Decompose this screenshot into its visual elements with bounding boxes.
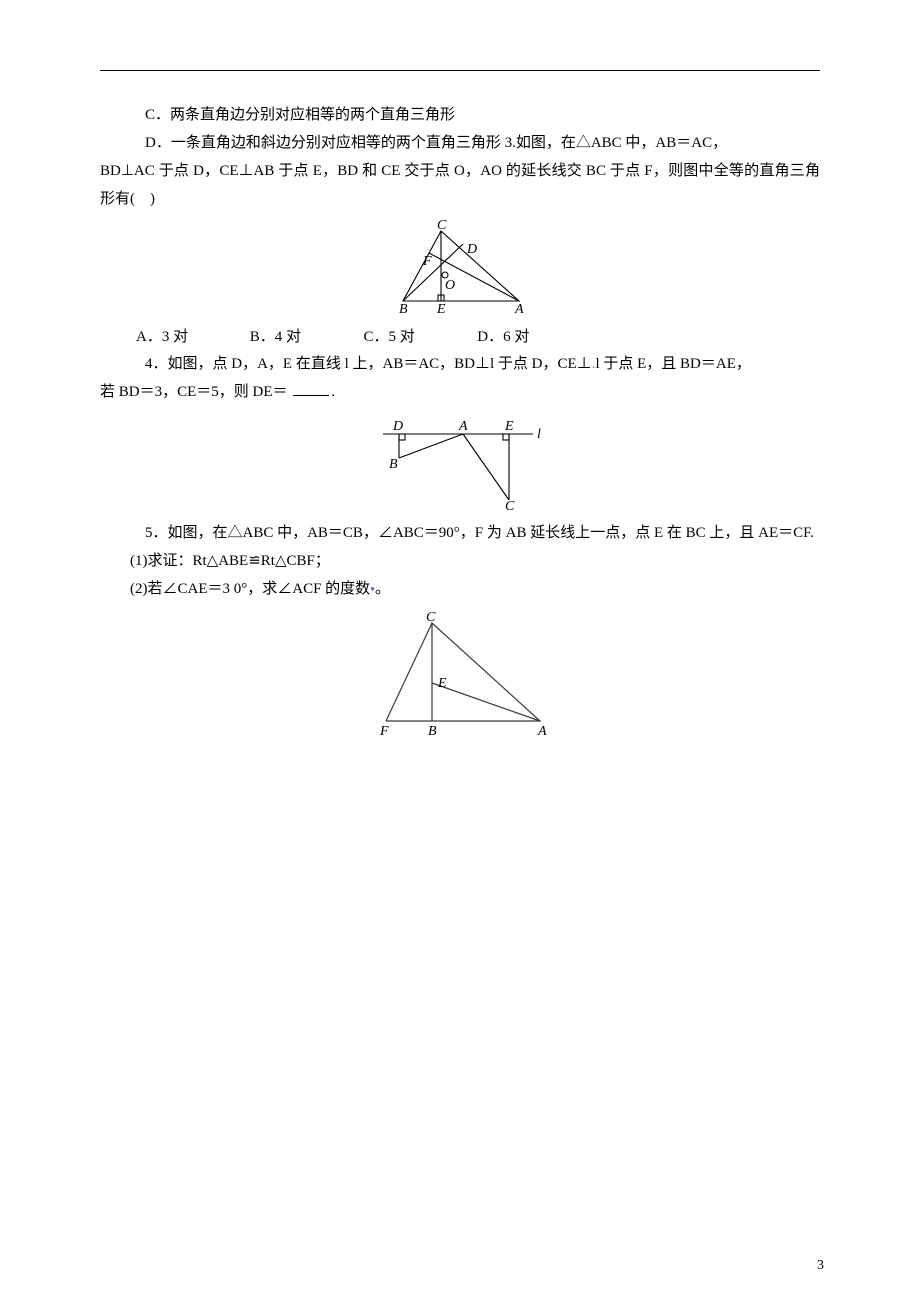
q2-option-d-text: D．一条直角边和斜边分别对应相等的两个直角三角形 (145, 135, 501, 151)
q5-part1: (1)求证：Rt△ABE≌Rt△CBF； (100, 547, 820, 575)
q4-stem-line2: 若 BD＝3，CE＝5，则 DE＝ . (100, 378, 820, 406)
q3-figure: B E A F O D C (100, 219, 820, 322)
q5-label-e: E (437, 676, 447, 691)
q4-blank (293, 381, 329, 396)
label-d: D (466, 242, 477, 257)
q3-stem-seg2: BD⊥AC 于点 D，CE⊥AB 于点 E，BD 和 CE 交于点 O，AO 的… (100, 157, 820, 213)
header-rule (100, 70, 820, 71)
q4-tail: . (331, 384, 335, 400)
label-e: E (436, 302, 446, 317)
q5-label-a: A (537, 724, 547, 739)
q3-opt-d: D．6 对 (477, 324, 587, 350)
q4-label-e: E (504, 419, 514, 434)
label-c: C (437, 219, 447, 233)
q3-options: A．3 对 B．4 对 C．5 对 D．6 对 (100, 324, 820, 350)
label-a: A (514, 302, 524, 317)
q5-part2-text: (2)若∠CAE＝3 0°，求∠ACF 的度数 (130, 581, 370, 597)
q4-label-d: D (392, 419, 403, 434)
q5-figure: C E F B A (100, 609, 820, 744)
q4-stem-seg2: l 于点 E，且 BD＝AE， (595, 356, 750, 372)
page-container: C．两条直角边分别对应相等的两个直角三角形 D．一条直角边和斜边分别对应相等的两… (0, 0, 920, 1302)
q2-option-c: C．两条直角边分别对应相等的两个直角三角形 (100, 101, 820, 129)
label-o: O (445, 278, 455, 293)
q2-option-d-and-q3-stem: D．一条直角边和斜边分别对应相等的两个直角三角形 3.如图，在△ABC 中，AB… (100, 129, 820, 157)
q4-label-a: A (458, 419, 468, 434)
q5-stem: 5．如图，在△ABC 中，AB＝CB，∠ABC＝90°，F 为 AB 延长线上一… (100, 519, 820, 547)
q4-stem-seg3: 若 BD＝3，CE＝5，则 DE＝ (100, 384, 288, 400)
q5-label-b: B (428, 724, 437, 739)
q3-opt-b: B．4 对 (250, 324, 360, 350)
q4-label-c: C (505, 499, 515, 512)
q4-label-b: B (389, 457, 398, 472)
label-b: B (399, 302, 408, 317)
q4-figure: D A E l B C (100, 412, 820, 517)
label-f: F (422, 254, 432, 269)
q5-label-f: F (379, 724, 389, 739)
q3-stem-seg1: 3.如图，在△ABC 中，AB＝AC， (505, 135, 728, 151)
q3-opt-a: A．3 对 (136, 324, 246, 350)
q3-opt-c: C．5 对 (364, 324, 474, 350)
q4-stem-seg1: 4．如图，点 D，A，E 在直线 l 上，AB＝AC，BD⊥l 于点 D，CE⊥ (145, 356, 592, 372)
q5-part2: (2)若∠CAE＝3 0°，求∠ACF 的度数●。 (100, 575, 820, 603)
page-number: 3 (817, 1258, 824, 1274)
q4-stem: 4．如图，点 D，A，E 在直线 l 上，AB＝AC，BD⊥l 于点 D，CE⊥… (100, 350, 820, 378)
q5-part2-tail: 。 (375, 581, 390, 597)
q4-label-l: l (537, 427, 541, 442)
q5-label-c: C (426, 610, 436, 625)
